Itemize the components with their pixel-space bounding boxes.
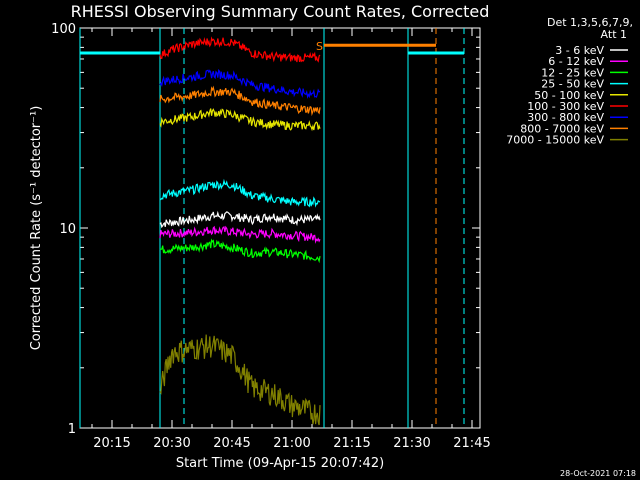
x-tick-label: 20:45 <box>213 436 250 451</box>
legend-label-5: 100 - 300 keV <box>527 100 604 113</box>
saa-marker-label: S <box>316 40 323 53</box>
plot-area: 1 10 100 20:15 20:30 20:45 21:00 21:15 21:30 21:4… <box>51 22 491 451</box>
x-tick-label: 21:00 <box>273 436 310 451</box>
legend-label-8: 7000 - 15000 keV <box>506 134 604 147</box>
legend-label-2: 12 - 25 keV <box>541 66 604 79</box>
legend-label-7: 800 - 7000 keV <box>520 122 604 135</box>
series-line-6_12keV <box>159 225 321 244</box>
x-tick-label: 21:45 <box>453 436 490 451</box>
series-line-300_800keV <box>159 68 321 100</box>
series-line-7000_15000keV <box>159 334 321 426</box>
footer-timestamp: 28-Oct-2021 07:18 <box>560 469 636 478</box>
x-tick-label: 21:30 <box>393 436 430 451</box>
legend-label-0: 3 - 6 keV <box>555 44 604 57</box>
x-tick-label: 20:30 <box>153 436 190 451</box>
legend-label-4: 50 - 100 keV <box>534 89 604 102</box>
series-line-800_7000keV <box>159 85 321 117</box>
legend-subheader: Att 1 <box>601 28 627 41</box>
y-tick-label: 100 <box>51 22 76 37</box>
series-line-3_6keV <box>159 210 321 229</box>
y-axis-label: Corrected Count Rate (s⁻¹ detector⁻¹) <box>29 106 44 351</box>
y-tick-label: 10 <box>59 222 76 237</box>
x-tick-label: 20:15 <box>93 436 130 451</box>
legend-label-1: 6 - 12 keV <box>548 55 604 68</box>
legend-label-6: 300 - 800 keV <box>527 111 604 124</box>
legend-label-3: 25 - 50 keV <box>541 78 604 91</box>
x-tick-label: 21:15 <box>333 436 370 451</box>
series-line-50_100keV <box>159 108 321 132</box>
series-line-12_25keV <box>159 238 321 264</box>
y-tick-label: 1 <box>68 422 76 437</box>
series-line-25_50keV <box>159 178 321 208</box>
x-axis-label: Start Time (09-Apr-15 20:07:42) <box>176 456 384 471</box>
legend-header: Det 1,3,5,6,7,9, <box>547 16 633 29</box>
series-line-100_300keV <box>159 36 321 63</box>
chart-title: RHESSI Observing Summary Count Rates, Co… <box>71 2 490 21</box>
